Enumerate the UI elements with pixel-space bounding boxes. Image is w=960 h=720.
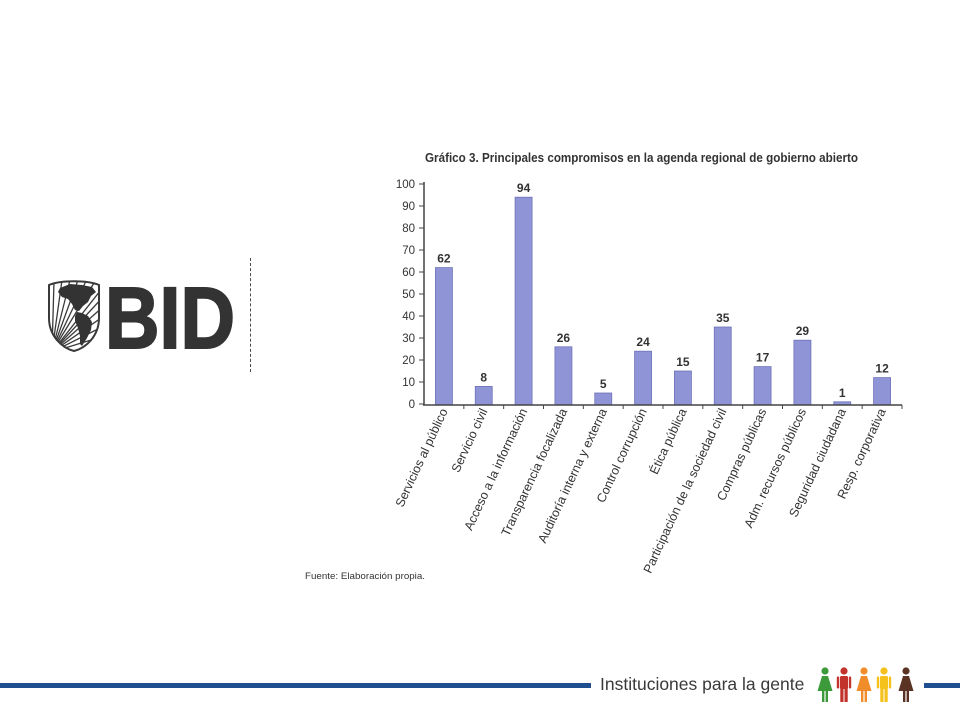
y-tick-label: 60 <box>402 267 415 279</box>
americas-globe-emblem-icon <box>48 280 100 353</box>
footer-rule-right <box>924 683 960 688</box>
bar <box>674 370 692 406</box>
person-man-icon <box>876 667 892 702</box>
y-tick-label: 100 <box>396 179 415 191</box>
bid-logo: BID <box>48 278 236 354</box>
bars <box>435 196 891 406</box>
chart-source: Fuente: Elaboración propia. <box>305 571 425 582</box>
y-axis-ticks: 0 10 20 30 40 50 60 70 80 90 100 <box>396 179 424 411</box>
bar-value-labels: 62 8 94 26 5 24 15 35 17 29 1 12 <box>437 181 889 400</box>
footer-tagline: Instituciones para la gente <box>600 674 805 694</box>
y-tick-label: 40 <box>402 311 415 323</box>
y-tick-label: 10 <box>402 377 415 389</box>
y-tick-label: 0 <box>409 399 415 411</box>
bar-value-label: 35 <box>716 311 730 325</box>
bar-value-label: 26 <box>557 331 571 345</box>
bar <box>514 196 533 406</box>
y-tick-label: 90 <box>402 201 415 213</box>
chart-title: Gráfico 3. Principales compromisos en la… <box>425 151 858 165</box>
person-woman-icon <box>898 667 914 702</box>
bar-chart: Gráfico 3. Principales compromisos en la… <box>305 151 903 582</box>
x-axis-ticks <box>463 405 903 409</box>
bar <box>634 350 652 406</box>
bar-value-label: 17 <box>756 351 770 365</box>
bar <box>474 385 493 406</box>
person-woman-icon <box>817 667 833 702</box>
bar-value-label: 8 <box>480 370 487 384</box>
logo-wordmark: BID <box>105 278 235 354</box>
bar-value-label: 24 <box>636 335 650 349</box>
bar-value-label: 5 <box>600 377 607 391</box>
bar <box>793 339 812 406</box>
bar <box>873 377 891 406</box>
x-tick-label: Ética pública <box>646 406 690 477</box>
bar <box>713 326 732 406</box>
bar <box>554 346 573 406</box>
y-tick-label: 20 <box>402 355 415 367</box>
x-tick-label: Servicios al público <box>393 406 451 509</box>
y-tick-label: 70 <box>402 245 415 257</box>
bar-value-label: 15 <box>676 355 690 369</box>
person-woman-icon <box>856 667 872 702</box>
bar-value-label: 29 <box>796 324 810 338</box>
bar-value-label: 62 <box>437 252 451 266</box>
y-tick-label: 80 <box>402 223 415 235</box>
x-tick-label: Servicio civil <box>449 406 491 474</box>
bar-value-label: 1 <box>839 386 846 400</box>
x-tick-label: Auditoría interna y externa <box>535 406 610 545</box>
bar <box>753 366 772 406</box>
people-icons <box>817 667 914 702</box>
person-man-icon <box>836 667 852 702</box>
bar <box>594 392 613 406</box>
bar <box>435 267 453 406</box>
y-tick-label: 50 <box>402 289 415 301</box>
footer-rule-left <box>0 683 591 688</box>
logo-divider <box>250 258 251 372</box>
y-tick-label: 30 <box>402 333 415 345</box>
bar-value-label: 12 <box>875 362 889 376</box>
bar-value-label: 94 <box>517 181 531 195</box>
